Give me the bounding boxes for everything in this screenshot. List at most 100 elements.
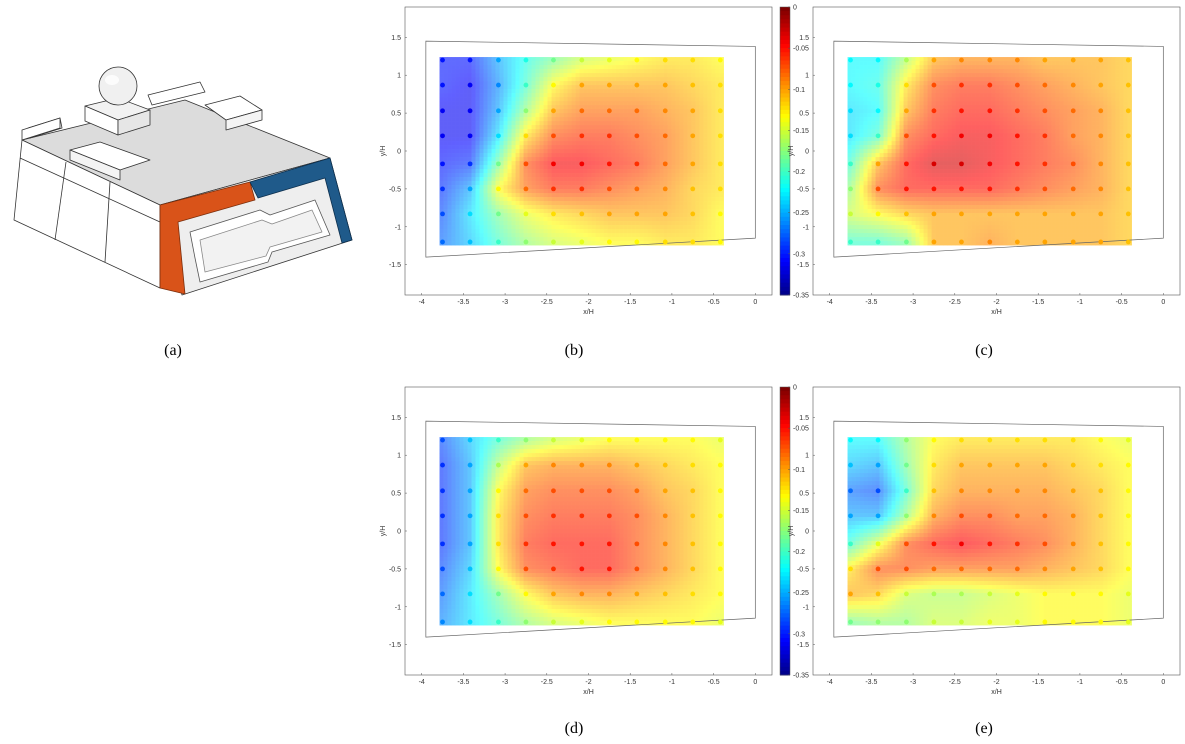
pressure-tap <box>467 462 473 468</box>
pressure-tap <box>523 133 529 139</box>
pressure-tap <box>606 133 612 139</box>
pressure-tap <box>875 591 881 597</box>
pressure-tap <box>579 133 585 139</box>
pressure-tap <box>1098 161 1104 167</box>
pressure-tap <box>551 462 556 468</box>
y-axis: 1.5 1 0.5 0 -0.5 -1 -1.5 y/H <box>788 415 815 649</box>
pressure-tap <box>717 186 723 192</box>
pressure-tap <box>496 462 501 468</box>
pressure-tap <box>496 513 501 519</box>
pressure-tap <box>904 161 909 167</box>
pressure-tap <box>931 488 937 494</box>
pressure-tap <box>1098 437 1104 443</box>
colorbar-tick-label: -0.2 <box>793 549 805 556</box>
pressure-tap <box>1098 82 1104 88</box>
pressure-tap <box>440 82 445 88</box>
pressure-tap <box>690 591 696 597</box>
y-tick-label: 1.5 <box>799 415 809 422</box>
pressure-tap <box>579 82 585 88</box>
pressure-tap <box>634 437 640 443</box>
x-tick-label: -3 <box>502 299 508 306</box>
pressure-tap <box>551 239 556 245</box>
pressure-tap <box>1014 108 1020 114</box>
pressure-tap <box>1070 211 1076 217</box>
y-tick-label: 1 <box>805 73 809 80</box>
pressure-tap <box>496 591 501 597</box>
pressure-tap <box>1042 619 1048 625</box>
pressure-tap <box>1014 186 1020 192</box>
pressure-tap <box>717 133 723 139</box>
vehicle-model-illustration <box>13 66 353 296</box>
y-tick-label: 0.5 <box>799 111 809 118</box>
pressure-tap <box>1125 186 1131 192</box>
body-outline <box>833 40 1164 258</box>
pressure-tap <box>987 591 993 597</box>
pressure-tap <box>496 82 501 88</box>
x-tick-label: -3 <box>910 679 916 686</box>
y-tick-label: 1 <box>397 73 401 80</box>
pressure-tap <box>634 513 640 519</box>
pressure-tap <box>579 108 585 114</box>
pressure-tap <box>634 57 640 63</box>
heatmap-panel-b: -4 -3.5 -3 -2.5 -2 -1.5 -1 -0.5 0 x/H 1.5 1 0.5 0 -0.5… <box>380 5 809 317</box>
pressure-tap <box>717 211 723 217</box>
colorbar: 0 -0.05 -0.1 -0.15 -0.2 -0.25 -0.3 -0.35 <box>779 5 809 300</box>
colorbar-tick-label: -0.1 <box>793 87 805 94</box>
pressure-tap <box>690 437 696 443</box>
pressure-tap <box>467 437 473 443</box>
pressure-tap <box>496 57 501 63</box>
pressure-tap <box>579 541 585 547</box>
pressure-tap <box>1042 133 1048 139</box>
pressure-tap <box>440 619 445 625</box>
pressure-tap <box>848 619 853 625</box>
pressure-tap <box>551 211 556 217</box>
pressure-tap <box>959 619 964 625</box>
pressure-tap <box>1125 57 1131 63</box>
pressure-tap <box>1014 566 1020 572</box>
pressure-tap <box>717 57 723 63</box>
pressure-tap <box>987 513 993 519</box>
pressure-tap <box>440 57 445 63</box>
pressure-tap <box>848 488 853 494</box>
pressure-tap <box>875 541 881 547</box>
x-tick-label: -2.5 <box>541 679 553 686</box>
y-tick-label: 1.5 <box>391 415 401 422</box>
x-tick-label: 0 <box>1161 299 1165 306</box>
pressure-tap <box>662 437 668 443</box>
y-axis: 1.5 1 0.5 0 -0.5 -1 -1.5 y/H <box>380 35 407 269</box>
pressure-tap <box>931 211 937 217</box>
pressure-tap <box>904 186 909 192</box>
pressure-tap <box>1070 541 1076 547</box>
colorbar-tick-label: -0.05 <box>793 426 809 433</box>
pressure-tap <box>523 566 529 572</box>
pressure-tap <box>523 488 529 494</box>
pressure-tap <box>848 161 853 167</box>
pressure-tap <box>717 161 723 167</box>
colorbar-tick-label: -0.3 <box>793 251 805 258</box>
pressure-tap <box>1125 462 1131 468</box>
pressure-tap <box>987 488 993 494</box>
pressure-tap <box>717 437 723 443</box>
pressure-tap <box>496 211 501 217</box>
pressure-tap <box>1098 513 1104 519</box>
pressure-tap <box>875 513 881 519</box>
pressure-tap <box>1098 108 1104 114</box>
pressure-tap <box>496 541 501 547</box>
x-axis: -4 -3.5 -3 -2.5 -2 -1.5 -1 -0.5 0 x/H <box>419 293 757 316</box>
pressure-tap <box>1070 619 1076 625</box>
pressure-tap <box>1014 82 1020 88</box>
pressure-tap <box>523 57 529 63</box>
pressure-tap <box>634 541 640 547</box>
pressure-tap <box>467 186 473 192</box>
pressure-tap <box>606 211 612 217</box>
plot-area <box>812 386 1181 676</box>
pressure-tap <box>634 82 640 88</box>
pressure-tap <box>1042 437 1048 443</box>
pressure-tap <box>959 462 964 468</box>
y-tick-label: -1 <box>395 224 401 231</box>
pressure-tap <box>987 541 993 547</box>
pressure-tap <box>523 619 529 625</box>
pressure-tap <box>959 186 964 192</box>
pressure-tap <box>467 239 473 245</box>
pressure-tap <box>467 82 473 88</box>
